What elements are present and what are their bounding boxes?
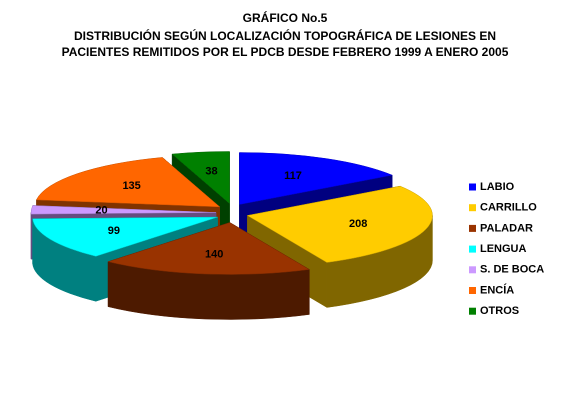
value-label: 140: [205, 248, 223, 260]
slice-top: [30, 205, 217, 215]
value-label: 208: [349, 218, 367, 230]
value-label: 38: [205, 166, 217, 178]
legend-swatch: [469, 287, 476, 294]
slice-top: [107, 222, 311, 275]
legend-label: OTROS: [480, 305, 519, 317]
legend-swatch: [469, 224, 476, 232]
chart-title: GRÁFICO No.5: [243, 10, 328, 25]
value-label: 117: [284, 170, 302, 182]
slice-top: [36, 157, 221, 208]
value-label: 99: [108, 225, 120, 237]
legend-swatch: [469, 204, 476, 212]
chart-subtitle: PACIENTES REMITIDOS POR EL PDCB DESDE FE…: [62, 45, 509, 59]
slice-top: [246, 185, 433, 263]
slice-top: [32, 216, 218, 257]
legend-label: LABIO: [480, 181, 515, 193]
legend-swatch: [469, 266, 476, 274]
legend-label: PALADAR: [480, 222, 533, 234]
chart-subtitle: DISTRIBUCIÓN SEGÚN LOCALIZACIÓN TOPOGRÁF…: [74, 28, 496, 43]
legend-swatch: [469, 183, 476, 191]
legend-swatch: [469, 307, 476, 315]
legend-label: CARRILLO: [480, 202, 537, 214]
legend-label: LENGUA: [480, 243, 527, 255]
legend-swatch: [469, 245, 476, 253]
legend-label: S. DE BOCA: [480, 264, 544, 276]
slice-top: [239, 152, 394, 205]
value-label: 20: [95, 205, 107, 217]
legend-label: ENCÍA: [480, 283, 514, 296]
slice-top: [171, 151, 230, 205]
slice: [107, 222, 311, 320]
value-label: 135: [122, 180, 140, 192]
